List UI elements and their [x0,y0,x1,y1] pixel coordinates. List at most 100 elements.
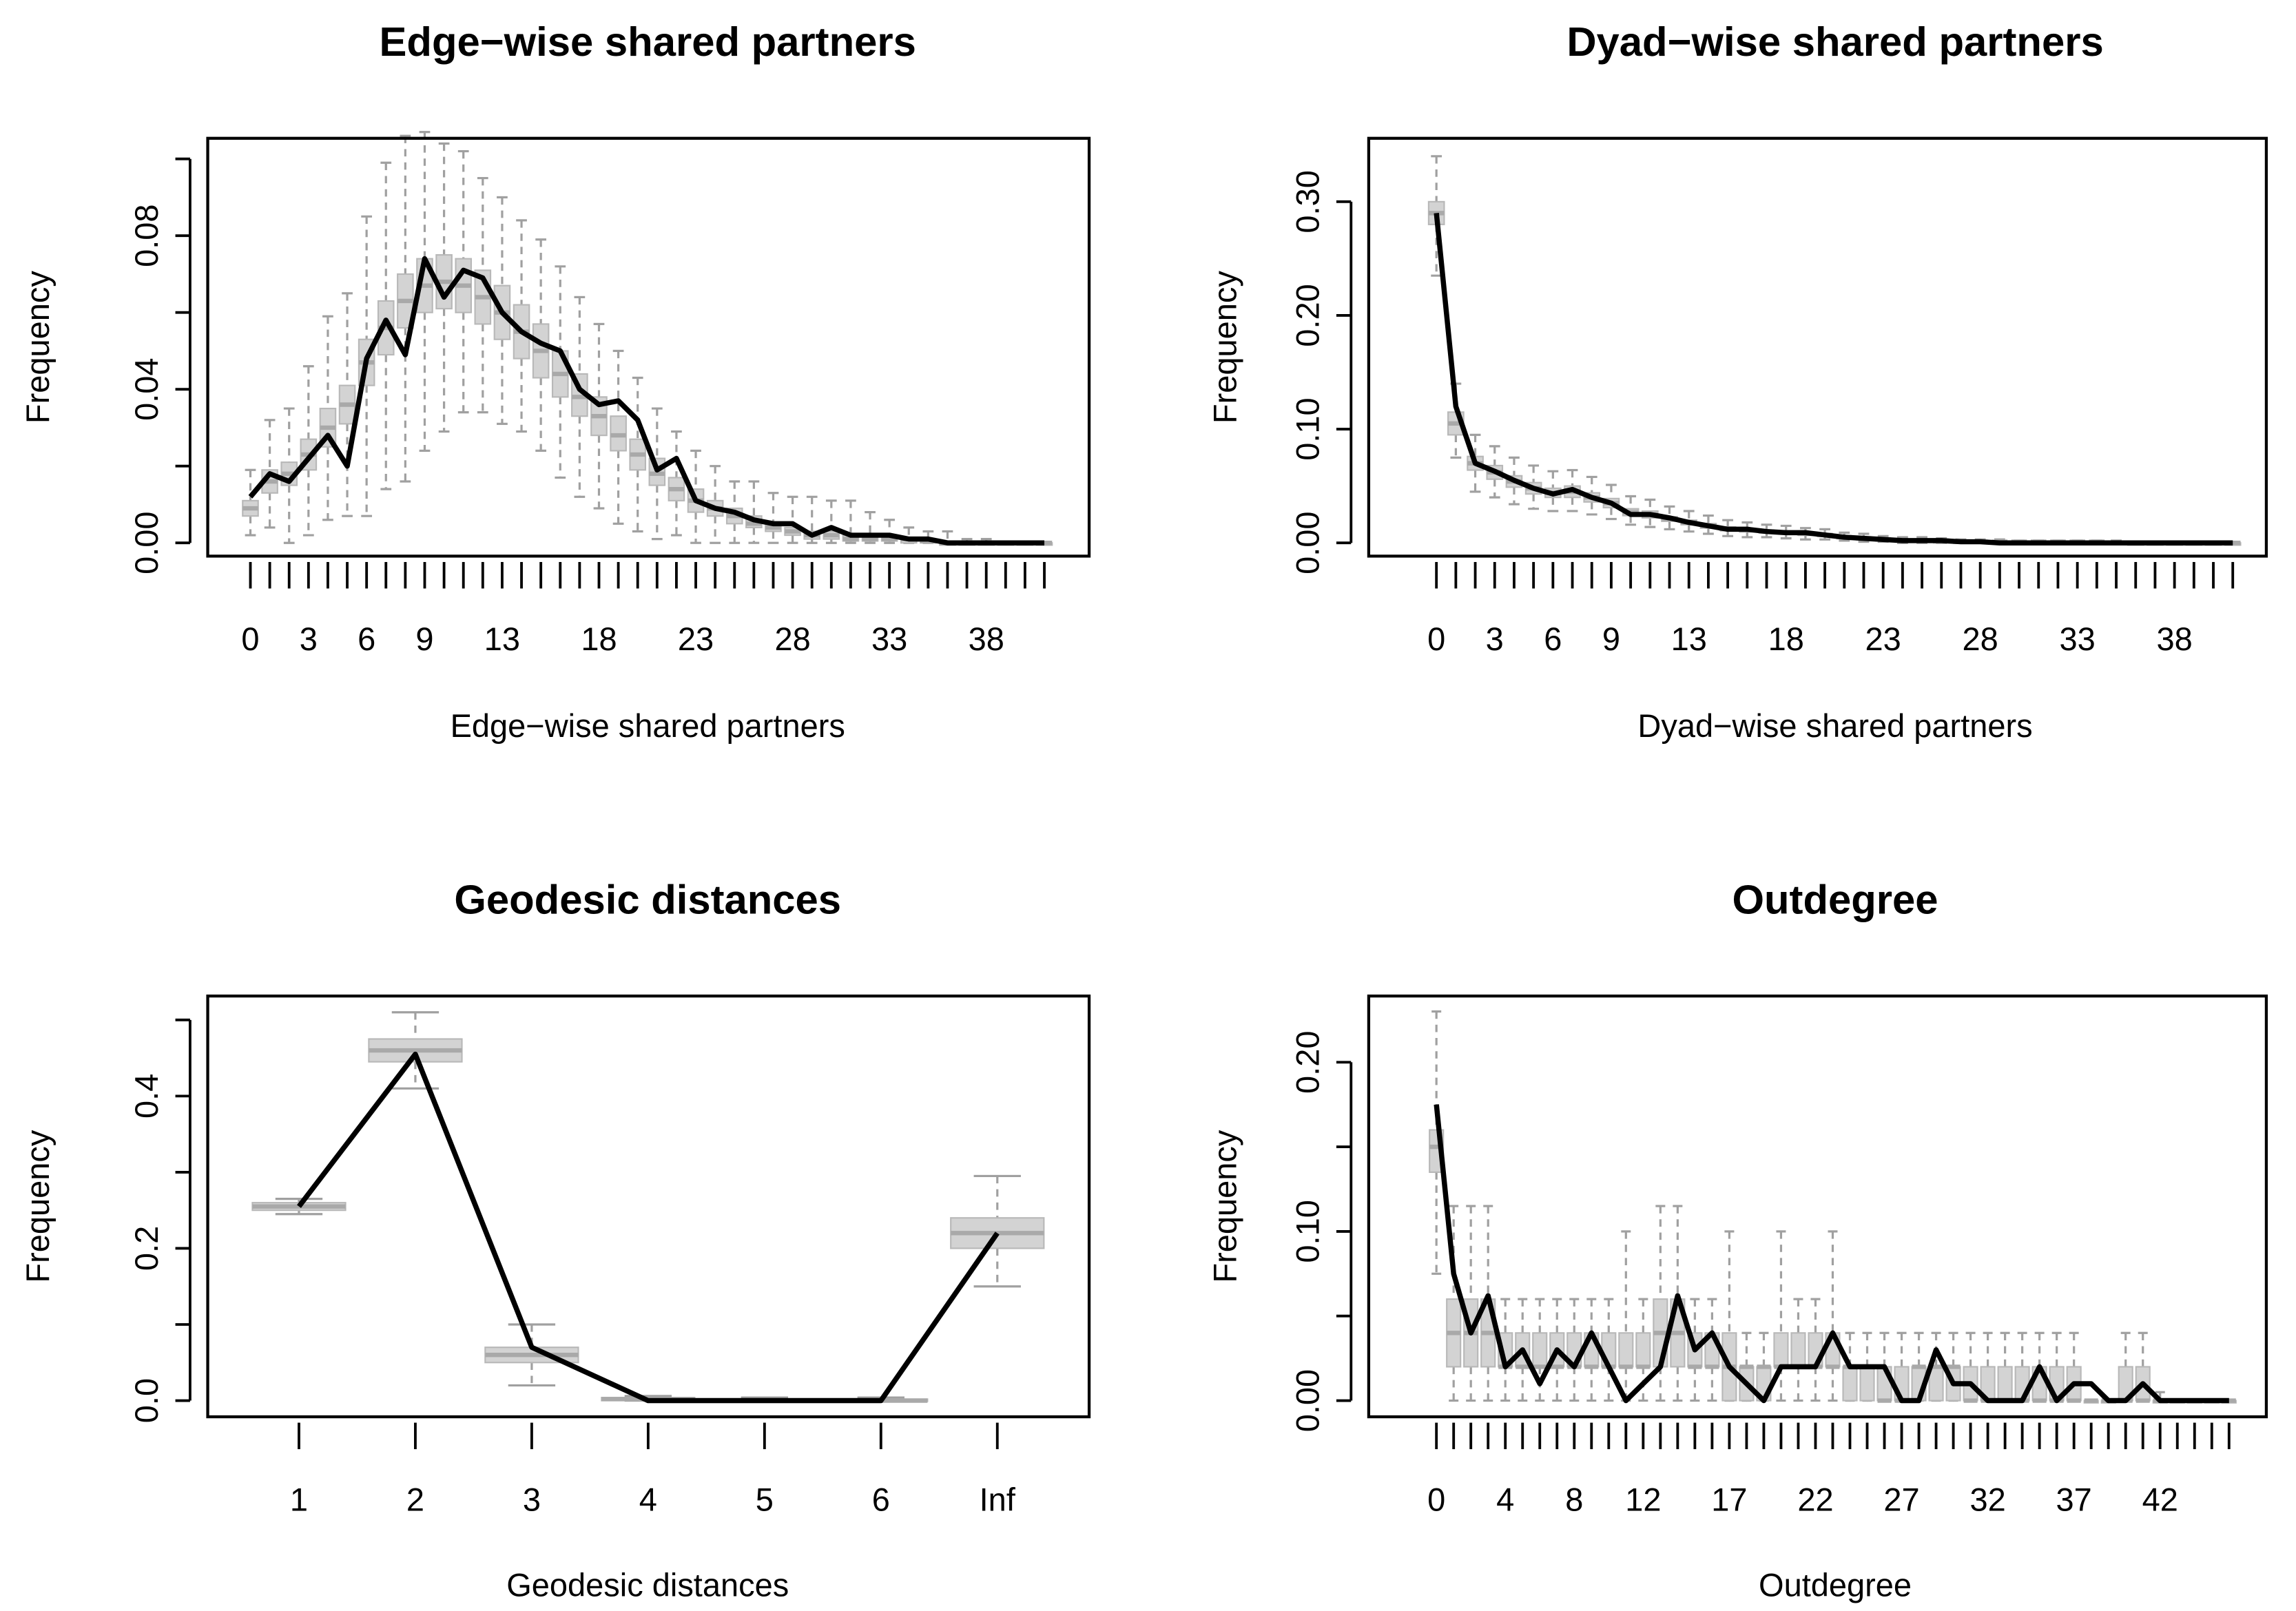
panel-dyadwise: Dyad−wise shared partners Dyad−wise shar… [1207,19,2268,744]
box-19 [610,349,627,525]
x-tick-label: 42 [2142,1482,2178,1518]
x-tick-label: 9 [1602,621,1620,657]
box-30 [823,499,840,544]
box-4 [319,315,337,521]
box-iqr [1635,1332,1651,1368]
chart-title: Dyad−wise shared partners [1566,19,2103,65]
x-tick-label: 28 [1963,621,1998,657]
y-tick-label: 0.00 [1289,1369,1325,1432]
y-tick-label: 0.4 [128,1074,165,1119]
x-tick-label: Inf [980,1482,1016,1518]
box-8 [397,134,414,483]
box-26 [745,480,763,544]
box-iqr [1790,1332,1806,1368]
box-iqr [1859,1366,1875,1402]
box-iqr [1773,1332,1789,1368]
x-tick-label: 13 [1671,621,1707,657]
y-tick-label: 0.00 [128,511,165,574]
box-12 [474,176,492,414]
observed-line [1434,212,2233,545]
y-axis-label: Frequency [1207,271,1243,424]
x-tick-label: 33 [2060,621,2096,657]
box-10 [435,142,453,433]
box-17 [1721,1230,1737,1402]
box-0 [251,1198,347,1216]
x-tick-label: 12 [1625,1482,1661,1518]
chart-title: Geodesic distances [454,877,841,923]
panel-outdegree: Outdegree Outdegree Frequency 0 4 8 12 17 22 2… [1207,877,2268,1603]
x-tick-label: 2 [406,1482,424,1518]
y-tick-label: 0.10 [1289,1200,1325,1262]
x-tick-label: 28 [774,621,810,657]
x-tick-label: 3 [1486,621,1504,657]
box-28 [784,495,801,544]
x-tick-label: 17 [1711,1482,1747,1518]
x-axis-label: Outdegree [1759,1567,1912,1603]
y-axis-label: Frequency [19,1130,56,1282]
box-33 [1997,1331,2013,1403]
x-tick-label: 18 [1768,621,1804,657]
box-iqr [1842,1366,1858,1402]
y-tick-label: 0.0 [128,1378,165,1423]
box-40 [2118,1331,2133,1403]
y-tick-label: 0.10 [1289,397,1325,460]
panel-geodesic: Geodesic distances Geodesic distances Fr… [19,877,1091,1603]
x-tick-label: 5 [756,1482,774,1518]
box-16 [551,265,569,479]
x-axis-label: Geodesic distances [506,1567,789,1603]
box-11 [1618,1230,1634,1402]
x-tick-label: 27 [1883,1482,1919,1518]
box-0 [1427,155,1445,277]
box-33 [880,519,898,544]
x-tick-label: 8 [1565,1482,1583,1518]
x-tick-label: 38 [2156,621,2192,657]
observed-line [248,256,1045,545]
y-tick-label: 0.30 [1289,170,1325,233]
y-tick-label: 0.20 [1289,1031,1325,1094]
x-tick-label: 4 [639,1482,657,1518]
box-15 [532,238,550,453]
box-31 [842,499,860,544]
x-axis-label: Dyad−wise shared partners [1637,707,2032,744]
x-tick-label: 0 [1427,621,1445,657]
box-32 [861,511,879,544]
x-tick-label: 37 [2056,1482,2092,1518]
x-tick-label: 3 [300,621,318,657]
box-16 [1704,1298,1720,1402]
box-2 [484,1323,579,1387]
x-tick-label: 1 [290,1482,308,1518]
plot-frame [206,994,1091,1419]
box-0 [242,468,259,537]
observed-line [297,1051,1000,1404]
box-23 [1825,1230,1841,1402]
box-7 [377,161,395,490]
y-axis-label: Frequency [19,271,56,424]
y-tick-label: 0.04 [128,357,165,420]
plot-frame [1367,136,2268,558]
chart-title: Outdegree [1733,877,1938,923]
box-2 [1463,1205,1479,1402]
observed-line [1434,1104,2229,1404]
x-tick-label: 4 [1496,1482,1514,1518]
x-axis-label: Edge−wise shared partners [451,707,845,744]
x-tick-label: 0 [241,621,259,657]
x-tick-label: 33 [871,621,907,657]
y-tick-label: 0.20 [1289,284,1325,346]
x-tick-label: 23 [678,621,714,657]
box-27 [765,492,782,544]
plot-frame [206,136,1091,558]
x-tick-label: 22 [1797,1482,1833,1518]
box-8 [1566,1298,1582,1402]
x-tick-label: 6 [1544,621,1562,657]
y-axis-label: Frequency [1207,1130,1243,1282]
box-30 [1945,1331,1961,1402]
y-tick-label: 0.2 [128,1226,165,1271]
box-18 [590,322,608,510]
box-9 [1584,1298,1600,1402]
box-21 [648,407,666,541]
box-iqr [1618,1332,1634,1368]
y-tick-label: 0.00 [1289,511,1325,574]
box-5 [338,292,356,517]
panel-edgewise: Edge−wise shared partners Edge−wise shar… [19,19,1091,744]
